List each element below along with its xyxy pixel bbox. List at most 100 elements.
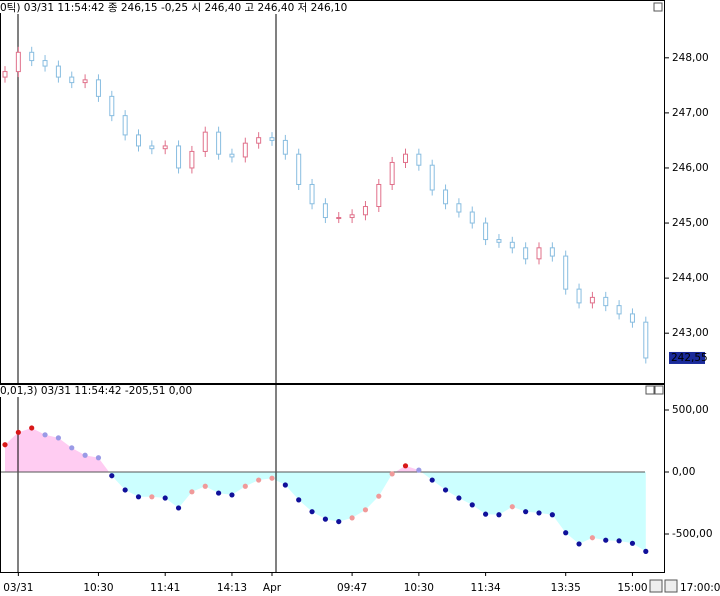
osc-dot bbox=[282, 482, 288, 488]
minimize-button[interactable] bbox=[645, 385, 655, 395]
osc-dot bbox=[629, 540, 636, 546]
y-tick-label: 244,00 bbox=[672, 272, 709, 284]
candle-body bbox=[42, 60, 48, 67]
zoom-button[interactable] bbox=[664, 579, 678, 593]
y-tick-label: -500,00 bbox=[672, 528, 713, 540]
candle-body bbox=[629, 313, 635, 323]
candle-body bbox=[362, 206, 368, 216]
candle-body bbox=[416, 153, 422, 166]
osc-dot bbox=[456, 495, 462, 501]
osc-dot bbox=[349, 515, 355, 521]
candle-body bbox=[643, 321, 649, 359]
candle-body bbox=[242, 142, 248, 158]
osc-dot bbox=[109, 473, 115, 479]
candle-body bbox=[349, 214, 355, 219]
candle-body bbox=[2, 71, 8, 78]
candle-body bbox=[109, 95, 115, 117]
osc-dot bbox=[483, 511, 489, 517]
candle-body bbox=[603, 296, 609, 307]
candle-body bbox=[483, 222, 489, 241]
candle-body bbox=[15, 51, 21, 73]
candle-body bbox=[82, 79, 88, 84]
candle-body bbox=[162, 145, 168, 150]
candle-body bbox=[509, 241, 515, 249]
candle-body bbox=[95, 79, 101, 97]
area-below bbox=[109, 472, 646, 552]
osc-dot bbox=[122, 487, 128, 493]
osc-dot bbox=[69, 445, 75, 451]
maximize-button[interactable] bbox=[654, 385, 664, 395]
candle-body bbox=[202, 131, 208, 152]
candle-body bbox=[563, 255, 569, 290]
osc-dot bbox=[536, 510, 542, 516]
candle-body bbox=[29, 51, 35, 62]
osc-dot bbox=[469, 502, 475, 508]
x-tick-label: 11:34 bbox=[470, 582, 501, 594]
candle-body bbox=[376, 183, 382, 208]
osc-dot bbox=[362, 507, 369, 513]
candle-body bbox=[216, 131, 222, 155]
maximize-button[interactable] bbox=[653, 2, 663, 12]
x-tick-label: Apr bbox=[263, 582, 282, 594]
candle-body bbox=[336, 217, 342, 220]
candle-body bbox=[136, 134, 141, 147]
x-tick-label: 15:00 bbox=[617, 582, 647, 594]
candle-body bbox=[176, 145, 182, 169]
price-panel-border bbox=[0, 0, 665, 384]
osc-dot bbox=[549, 512, 555, 518]
fill-layer bbox=[5, 427, 646, 552]
osc-dot bbox=[189, 489, 195, 495]
y-tick-label: 245,00 bbox=[672, 217, 709, 229]
candle-body bbox=[389, 161, 395, 185]
osc-dot bbox=[229, 492, 235, 498]
osc-dot bbox=[496, 512, 502, 518]
candle-body bbox=[309, 183, 315, 205]
osc-dot bbox=[175, 505, 182, 511]
area-above bbox=[5, 427, 646, 472]
candle-body bbox=[469, 211, 475, 224]
x-tick-label: 10:30 bbox=[404, 582, 434, 594]
header-bg bbox=[0, 1, 330, 13]
osc-dot bbox=[309, 509, 315, 515]
osc-dot bbox=[42, 432, 48, 438]
candle-body bbox=[322, 203, 328, 219]
x-tick-label: 10:30 bbox=[83, 582, 113, 594]
last-value-label: 242,55 bbox=[671, 352, 708, 364]
candle-body bbox=[456, 203, 462, 213]
oscillator-header: 0,01,3) 03/31 11:54:42 -205,51 0,00 bbox=[0, 385, 192, 397]
osc-dot bbox=[82, 452, 88, 458]
candle-body bbox=[403, 153, 408, 163]
candle-body bbox=[443, 189, 449, 205]
candle-body bbox=[536, 247, 542, 260]
price-header: 0틱) 03/31 11:54:42 종 246,15 -0,25 시 246,… bbox=[0, 2, 347, 14]
candle-body bbox=[269, 137, 275, 141]
osc-dot bbox=[162, 495, 168, 501]
candle-body bbox=[576, 288, 582, 304]
candle-body bbox=[523, 247, 529, 260]
oscillator-panel-border bbox=[0, 384, 665, 573]
osc-dot bbox=[442, 487, 449, 493]
candle-body bbox=[256, 137, 262, 144]
osc-dot bbox=[55, 435, 62, 441]
y-tick-label: 0,00 bbox=[672, 466, 695, 478]
y-tick-label: 248,00 bbox=[672, 52, 709, 64]
edit-button[interactable] bbox=[649, 579, 663, 593]
osc-dot bbox=[322, 516, 328, 522]
osc-dot bbox=[256, 477, 262, 483]
last-value-box bbox=[669, 351, 705, 364]
osc-dot bbox=[589, 535, 596, 541]
main-layer: 243,00 244,00 245,00 246,00 247,00 248,00 242,… bbox=[0, 46, 713, 594]
header-bg bbox=[0, 385, 190, 397]
osc-dot bbox=[416, 467, 422, 473]
candle-body bbox=[55, 65, 61, 78]
osc-dot bbox=[296, 497, 302, 503]
osc-dot bbox=[376, 493, 382, 499]
osc-dot bbox=[216, 490, 222, 496]
osc-dot bbox=[242, 483, 248, 489]
x-tick-label: 09:47 bbox=[337, 582, 367, 594]
y-tick-label: 243,00 bbox=[672, 327, 709, 339]
y-tick-label: 247,00 bbox=[672, 107, 709, 119]
x-tick-label: 14:13 bbox=[217, 582, 247, 594]
osc-dot bbox=[15, 429, 21, 435]
